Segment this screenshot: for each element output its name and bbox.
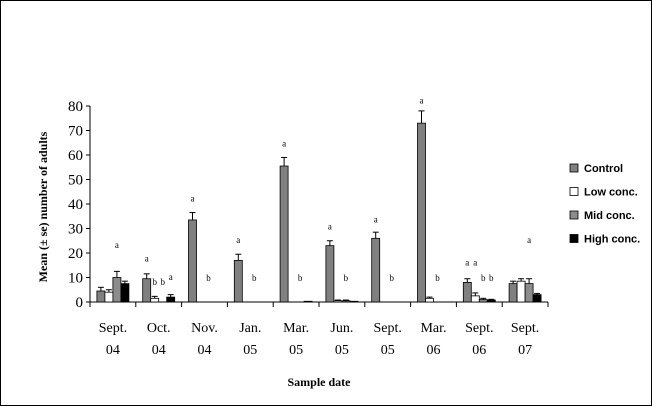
y-tick-label: 30 bbox=[68, 222, 83, 238]
x-tick-label: 04 bbox=[106, 343, 120, 358]
significance-label: b bbox=[252, 273, 257, 283]
bar bbox=[96, 290, 106, 303]
x-tick-label: 04 bbox=[198, 343, 212, 358]
bar bbox=[150, 297, 160, 303]
x-tick-label: Oct. bbox=[147, 321, 171, 336]
x-tick-label: Jun. bbox=[330, 321, 353, 336]
bar bbox=[349, 300, 359, 303]
legend-swatch bbox=[569, 234, 579, 243]
bar bbox=[462, 281, 472, 303]
bar bbox=[425, 297, 434, 303]
bar bbox=[104, 291, 114, 303]
significance-label: a bbox=[420, 96, 424, 106]
y-tick-label: 80 bbox=[68, 99, 83, 115]
y-tick-label: 70 bbox=[68, 124, 83, 140]
y-tick-label: 20 bbox=[68, 246, 83, 262]
bar bbox=[233, 259, 243, 303]
significance-label: b bbox=[481, 273, 486, 283]
significance-label: b bbox=[489, 273, 494, 283]
legend-swatch bbox=[569, 187, 579, 196]
legend-swatch bbox=[569, 210, 579, 220]
y-tick-label: 40 bbox=[68, 197, 83, 213]
y-tick-label: 10 bbox=[68, 271, 83, 287]
x-tick-label: 04 bbox=[152, 343, 166, 358]
y-tick-label: 60 bbox=[68, 148, 83, 164]
significance-label: b bbox=[389, 273, 394, 283]
bar bbox=[188, 219, 197, 303]
bar bbox=[303, 300, 313, 303]
x-tick-label: 06 bbox=[427, 343, 441, 358]
bar bbox=[333, 300, 343, 303]
bar bbox=[120, 283, 130, 303]
x-axis-title: Sample date bbox=[288, 375, 352, 389]
bar bbox=[325, 245, 335, 303]
significance-label: a bbox=[282, 138, 286, 148]
bar bbox=[341, 300, 351, 303]
legend-label: High conc. bbox=[584, 234, 640, 246]
y-tick-label: 0 bbox=[76, 295, 84, 311]
bar bbox=[486, 299, 496, 303]
bar bbox=[516, 280, 526, 303]
x-tick-label: 07 bbox=[518, 343, 532, 358]
x-tick-label: Sept. bbox=[511, 321, 539, 336]
significance-label: b bbox=[152, 277, 157, 287]
x-tick-label: 06 bbox=[472, 343, 486, 358]
x-tick-label: 05 bbox=[289, 343, 303, 358]
bar bbox=[279, 165, 289, 303]
significance-label: a bbox=[145, 254, 149, 264]
significance-label: a bbox=[465, 257, 469, 267]
significance-label: a bbox=[115, 240, 119, 250]
significance-label: a bbox=[191, 194, 195, 204]
x-tick-label: 05 bbox=[335, 343, 349, 358]
bar bbox=[142, 278, 152, 303]
legend-label: Mid conc. bbox=[584, 210, 635, 222]
bar bbox=[417, 122, 426, 303]
x-tick-label: Sept. bbox=[374, 321, 402, 336]
significance-label: a bbox=[374, 214, 378, 224]
x-tick-label: Nov. bbox=[191, 321, 218, 336]
x-tick-label: 05 bbox=[243, 343, 257, 358]
bar bbox=[532, 294, 542, 303]
x-tick-label: Mar. bbox=[283, 321, 309, 336]
legend-label: Low conc. bbox=[584, 187, 638, 199]
bar bbox=[524, 283, 534, 303]
bar bbox=[478, 299, 488, 303]
bar bbox=[371, 237, 381, 303]
significance-label: b bbox=[160, 277, 165, 287]
y-tick-label: 50 bbox=[68, 173, 83, 189]
y-axis-title: Mean (± se) number of adults bbox=[36, 131, 50, 282]
legend-swatch bbox=[569, 163, 579, 173]
x-tick-label: Mar. bbox=[420, 321, 446, 336]
significance-label: a bbox=[169, 272, 173, 282]
bar bbox=[112, 277, 122, 303]
significance-label: a bbox=[236, 235, 240, 245]
bar bbox=[166, 296, 176, 303]
significance-label: b bbox=[206, 273, 211, 283]
legend-label: Control bbox=[584, 163, 623, 175]
x-tick-label: 05 bbox=[381, 343, 395, 358]
bar bbox=[508, 283, 518, 303]
significance-label: b bbox=[298, 273, 303, 283]
significance-label: a bbox=[328, 222, 332, 232]
bar bbox=[470, 295, 480, 303]
significance-label: a bbox=[473, 257, 477, 267]
x-tick-label: Sept. bbox=[465, 321, 493, 336]
x-tick-label: Sept. bbox=[99, 321, 127, 336]
significance-label: b bbox=[435, 273, 440, 283]
x-tick-label: Jan. bbox=[239, 321, 261, 336]
significance-label: a bbox=[527, 235, 531, 245]
significance-label: b bbox=[344, 273, 349, 283]
